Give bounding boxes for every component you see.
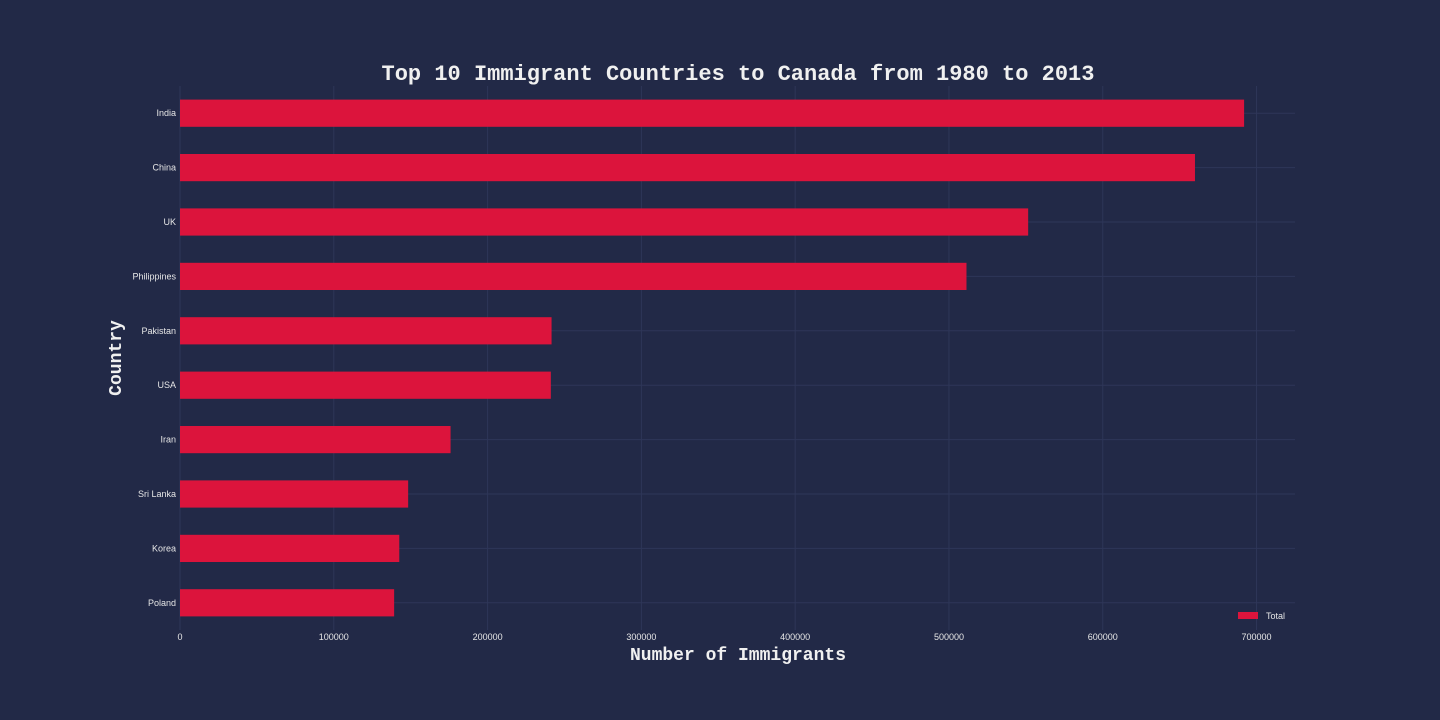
- x-tick-label: 500000: [934, 632, 964, 642]
- bar-pakistan[interactable]: [180, 317, 552, 345]
- x-tick-label: 700000: [1242, 632, 1272, 642]
- x-tick-labels: 0 100000 200000 300000 400000 500000 600000 700…: [177, 632, 1271, 642]
- y-tick-label: USA: [157, 380, 176, 390]
- y-tick-label: Korea: [152, 543, 176, 553]
- legend-label: Total: [1266, 611, 1285, 621]
- y-axis-title: Country: [107, 320, 127, 396]
- x-tick-label: 400000: [780, 632, 810, 642]
- bar-philippines[interactable]: [180, 262, 967, 290]
- x-tick-label: 600000: [1088, 632, 1118, 642]
- x-tick-label: 0: [177, 632, 182, 642]
- y-tick-label: Pakistan: [141, 326, 176, 336]
- y-tick-label: India: [156, 108, 176, 118]
- bar-india[interactable]: [180, 99, 1245, 127]
- legend[interactable]: Total: [1238, 611, 1285, 621]
- bar-china[interactable]: [180, 154, 1195, 182]
- bars-layer: [180, 99, 1245, 617]
- x-tick-label: 200000: [473, 632, 503, 642]
- x-axis-title: Number of Immigrants: [630, 646, 846, 666]
- bar-korea[interactable]: [180, 534, 400, 562]
- bar-uk[interactable]: [180, 208, 1029, 236]
- bar-iran[interactable]: [180, 426, 451, 454]
- x-tick-label: 300000: [626, 632, 656, 642]
- bar-sri-lanka[interactable]: [180, 480, 409, 508]
- chart-title: Top 10 Immigrant Countries to Canada fro…: [382, 62, 1095, 87]
- y-tick-label: Poland: [148, 598, 176, 608]
- bar-usa[interactable]: [180, 371, 551, 399]
- y-tick-label: Philippines: [132, 271, 176, 281]
- legend-swatch: [1238, 612, 1258, 619]
- bar-poland[interactable]: [180, 589, 395, 617]
- y-tick-label: Iran: [160, 435, 176, 445]
- y-tick-labels: India China UK Philippines Pakistan USA Iran Sr…: [132, 108, 176, 608]
- x-tick-label: 100000: [319, 632, 349, 642]
- y-tick-label: Sri Lanka: [138, 489, 176, 499]
- y-tick-label: China: [152, 163, 176, 173]
- y-tick-label: UK: [163, 217, 176, 227]
